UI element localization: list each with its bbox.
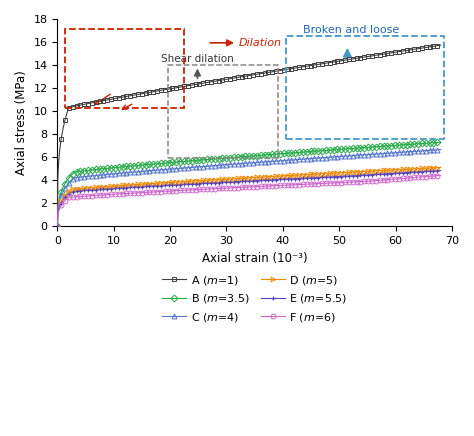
Bar	[65, 29, 183, 108]
Text: Dilation: Dilation	[239, 38, 282, 48]
Text: Shear dilation: Shear dilation	[161, 54, 234, 64]
Y-axis label: Axial stress (MPa): Axial stress (MPa)	[15, 70, 28, 175]
Text: Broken and loose: Broken and loose	[303, 24, 400, 34]
Legend: A ($m$=1), B ($m$=3.5), C ($m$=4), D ($m$=5), E ($m$=5.5), F ($m$=6): A ($m$=1), B ($m$=3.5), C ($m$=4), D ($m…	[157, 269, 352, 328]
Bar	[168, 65, 278, 158]
X-axis label: Axial strain (10⁻³): Axial strain (10⁻³)	[202, 252, 308, 265]
Bar	[286, 36, 444, 139]
